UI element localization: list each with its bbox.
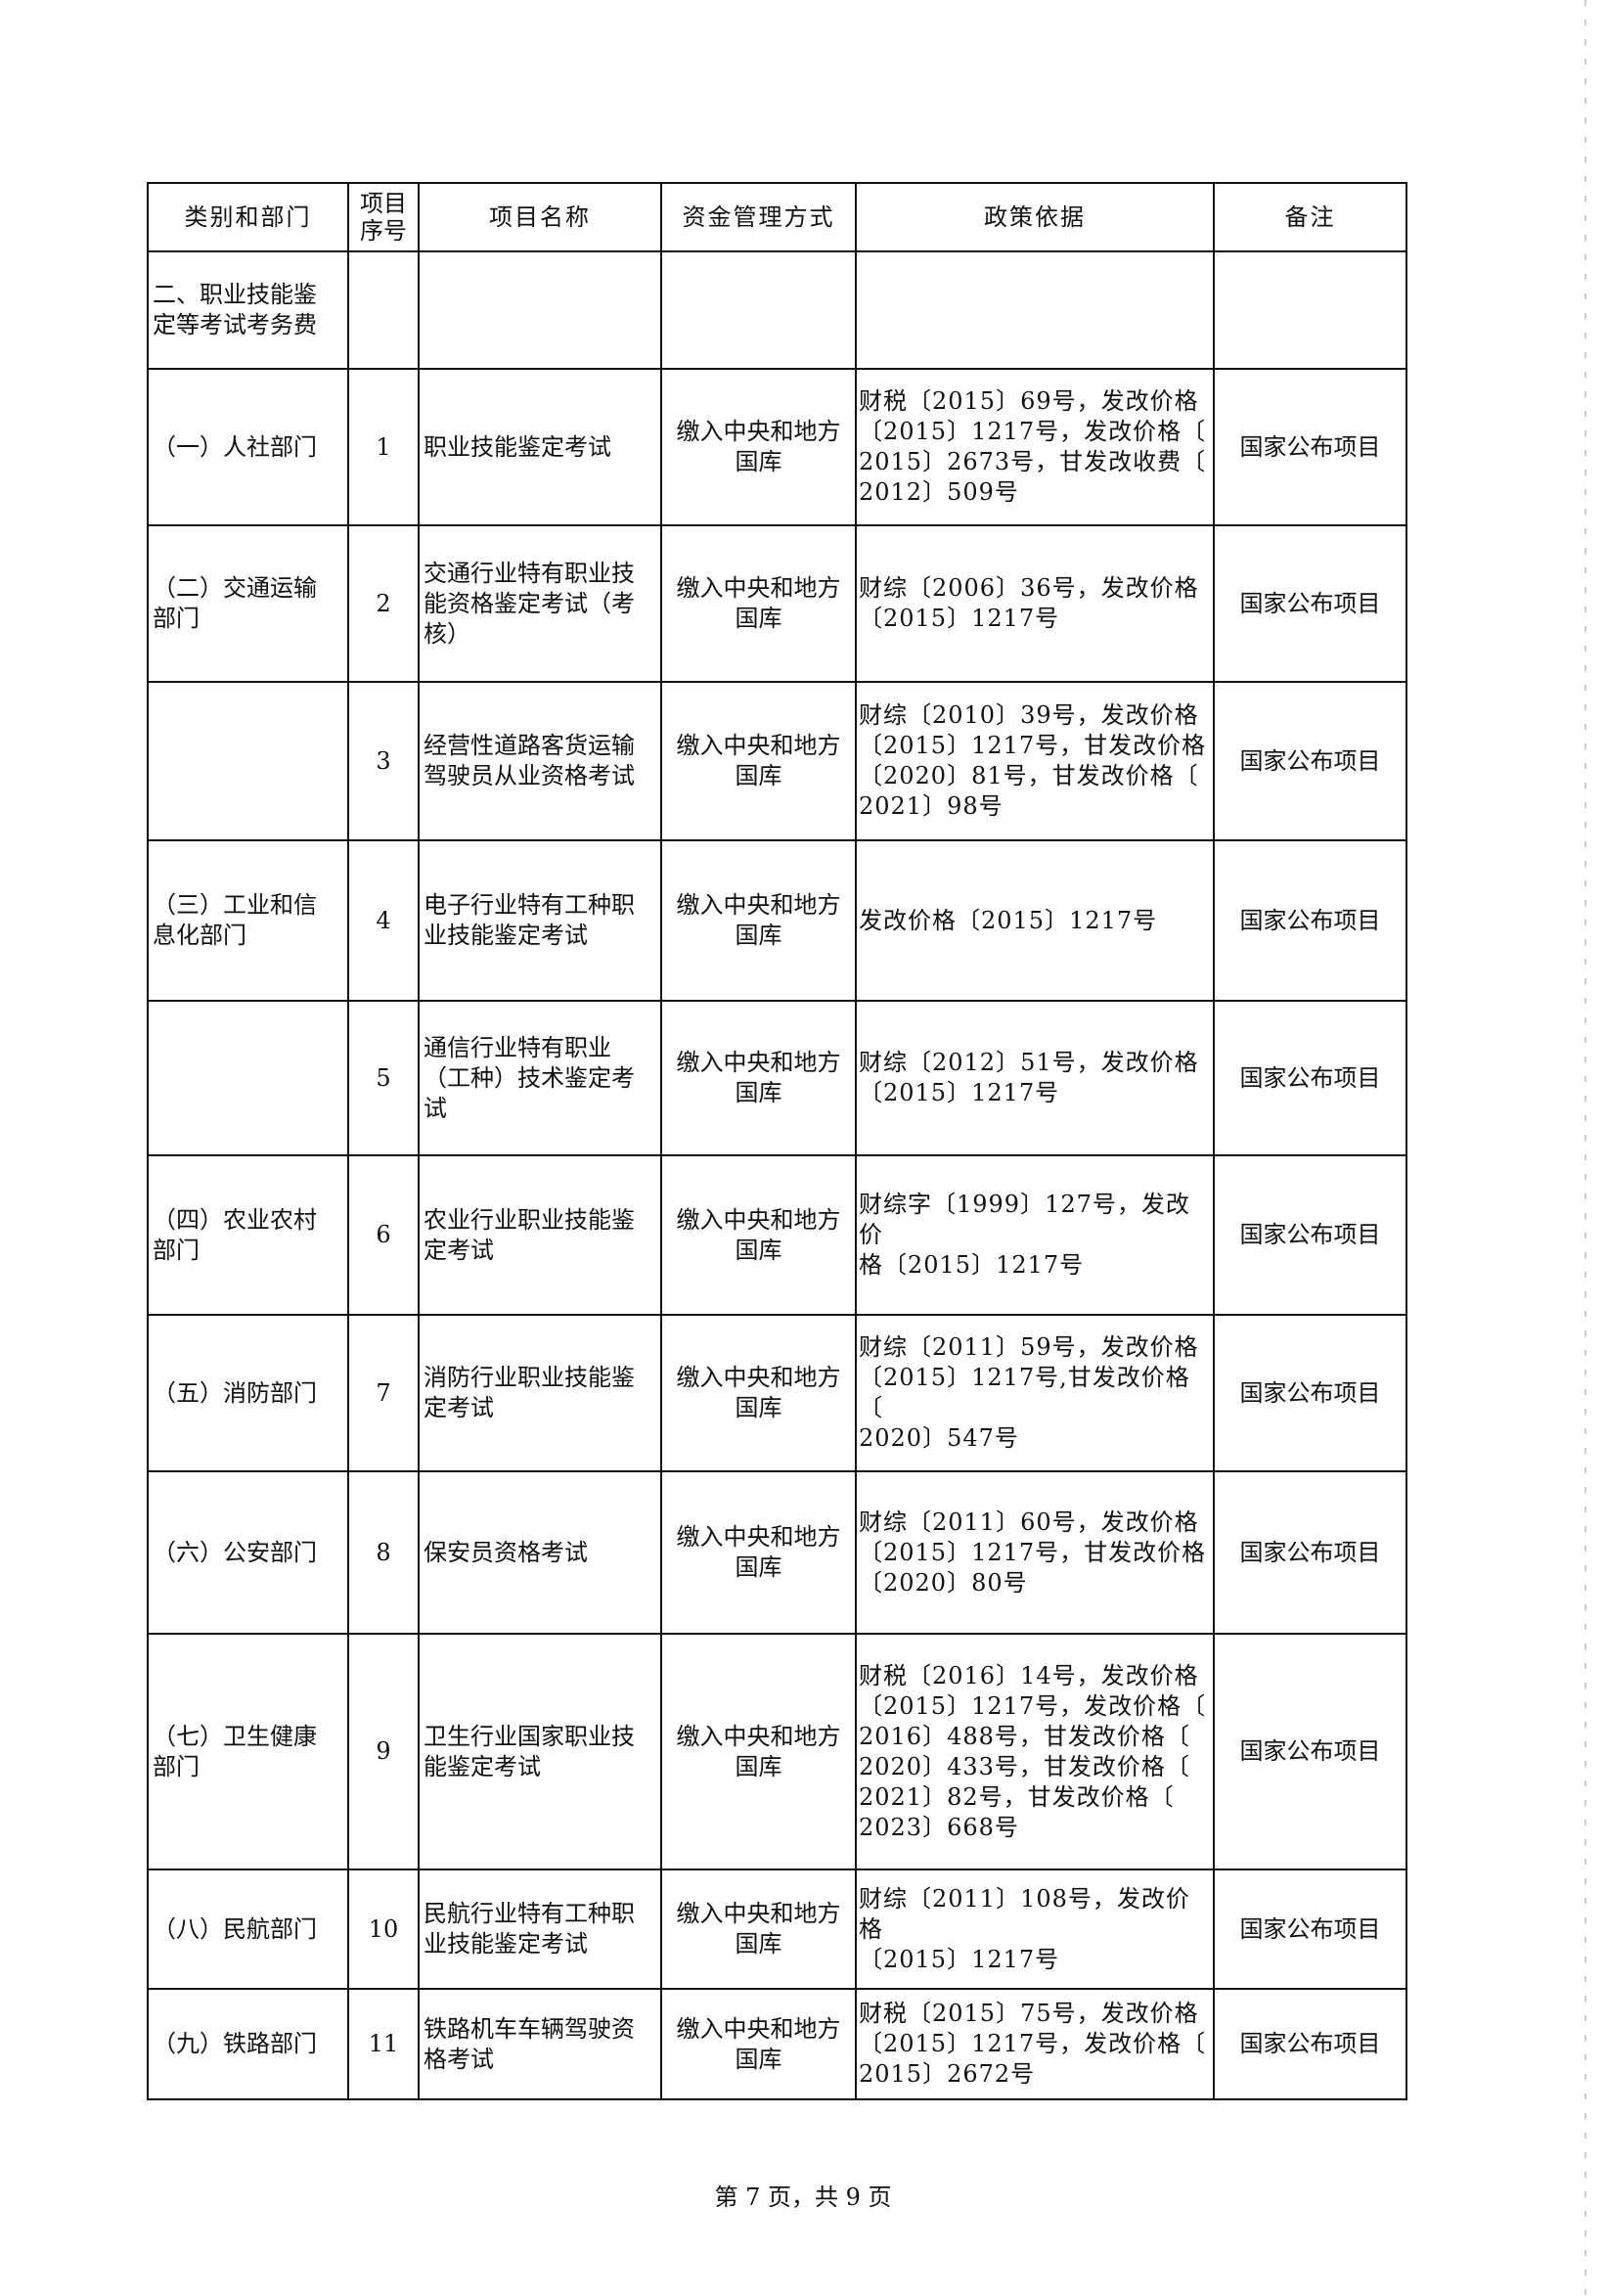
table-row: （一）人社部门 1 职业技能鉴定考试 缴入中央和地方 国库 财税〔2015〕69号，发改… xyxy=(147,368,1407,526)
empty-cell xyxy=(660,250,857,370)
note-cell: 国家公布项目 xyxy=(1213,1868,1407,1990)
number-cell: 4 xyxy=(347,839,420,1002)
name-cell: 消防行业职业技能鉴 定考试 xyxy=(418,1314,662,1472)
fund-cell: 缴入中央和地方 国库 xyxy=(660,1154,857,1316)
policy-cell: 财综〔2011〕60号，发改价格 〔2015〕1217号，甘发改价格 〔2020… xyxy=(855,1470,1215,1635)
table-row: （三）工业和信 息化部门 4 电子行业特有工种职 业技能鉴定考试 缴入中央和地方 国库… xyxy=(147,839,1407,1002)
dept-cell: （三）工业和信 息化部门 xyxy=(147,839,349,1002)
dept-cell: （七）卫生健康 部门 xyxy=(147,1633,349,1870)
name-cell: 农业行业职业技能鉴 定考试 xyxy=(418,1154,662,1316)
table-row: 5 通信行业特有职业 （工种）技术鉴定考 试缴入中央和地方 国库 财综〔2012〕5… xyxy=(147,1000,1407,1156)
header-name: 项目名称 xyxy=(418,182,662,252)
header-fund: 资金管理方式 xyxy=(660,182,857,252)
policy-cell: 财综〔2011〕108号，发改价格 〔2015〕1217号 xyxy=(855,1868,1215,1990)
dept-cell: （八）民航部门 xyxy=(147,1868,349,1990)
fund-cell: 缴入中央和地方 国库 xyxy=(660,1000,857,1156)
number-cell: 2 xyxy=(347,524,420,683)
policy-cell: 发改价格〔2015〕1217号 xyxy=(855,839,1215,1002)
note-cell: 国家公布项目 xyxy=(1213,1314,1407,1472)
dept-cell: （六）公安部门 xyxy=(147,1470,349,1635)
number-cell: 3 xyxy=(347,681,420,841)
fund-cell: 缴入中央和地方 国库 xyxy=(660,681,857,841)
header-note: 备注 xyxy=(1213,182,1407,252)
note-cell: 国家公布项目 xyxy=(1213,368,1407,526)
fund-cell: 缴入中央和地方 国库 xyxy=(660,1633,857,1870)
table-row: （五）消防部门 7 消防行业职业技能鉴 定考试 缴入中央和地方 国库 财综〔2011〕5… xyxy=(147,1314,1407,1472)
fund-cell: 缴入中央和地方 国库 xyxy=(660,524,857,683)
empty-cell xyxy=(1213,250,1407,370)
note-cell: 国家公布项目 xyxy=(1213,1633,1407,1870)
number-cell: 5 xyxy=(347,1000,420,1156)
page-number: 第 7 页，共 9 页 xyxy=(714,2183,892,2211)
policy-cell: 财综〔2010〕39号，发改价格 〔2015〕1217号，甘发改价格 〔2020… xyxy=(855,681,1215,841)
scan-edge xyxy=(1584,0,1586,2296)
policy-cell: 财税〔2015〕69号，发改价格 〔2015〕1217号，发改价格〔 2015〕… xyxy=(855,368,1215,526)
name-cell: 电子行业特有工种职 业技能鉴定考试 xyxy=(418,839,662,1002)
note-cell: 国家公布项目 xyxy=(1213,1988,1407,2100)
note-cell: 国家公布项目 xyxy=(1213,1000,1407,1156)
table-row: （四）农业农村 部门 6 农业行业职业技能鉴 定考试 缴入中央和地方 国库 财综字〔19… xyxy=(147,1154,1407,1316)
policy-cell: 财综〔2011〕59号，发改价格 〔2015〕1217号,甘发改价格〔 2020… xyxy=(855,1314,1215,1472)
policy-cell: 财综〔2012〕51号，发改价格 〔2015〕1217号 xyxy=(855,1000,1215,1156)
header-row: 类别和部门 项目 序号 项目名称 资金管理方式 政策依据 备注 xyxy=(147,182,1407,252)
dept-cell: （四）农业农村 部门 xyxy=(147,1154,349,1316)
number-cell: 8 xyxy=(347,1470,420,1635)
fee-table: 类别和部门 项目 序号 项目名称 资金管理方式 政策依据 备注 二、职业技能鉴 … xyxy=(147,182,1407,2100)
header-category: 类别和部门 xyxy=(147,182,349,252)
name-cell: 经营性道路客货运输 驾驶员从业资格考试 xyxy=(418,681,662,841)
table-row: （八）民航部门 10 民航行业特有工种职 业技能鉴定考试 缴入中央和地方 国库 财综〔2… xyxy=(147,1868,1407,1990)
note-cell: 国家公布项目 xyxy=(1213,1154,1407,1316)
name-cell: 铁路机车车辆驾驶资 格考试 xyxy=(418,1988,662,2100)
table-row: （六）公安部门 8 保安员资格考试 缴入中央和地方 国库 财综〔2011〕60号，发改价… xyxy=(147,1470,1407,1635)
name-cell: 民航行业特有工种职 业技能鉴定考试 xyxy=(418,1868,662,1990)
dept-cell: （二）交通运输 部门 xyxy=(147,524,349,683)
section-title: 二、职业技能鉴 定等考试考务费 xyxy=(147,250,349,370)
number-cell: 11 xyxy=(347,1988,420,2100)
policy-cell: 财税〔2015〕75号，发改价格 〔2015〕1217号，发改价格〔 2015〕… xyxy=(855,1988,1215,2100)
table-row: （七）卫生健康 部门 9 卫生行业国家职业技 能鉴定考试 缴入中央和地方 国库 财税〔2… xyxy=(147,1633,1407,1870)
name-cell: 卫生行业国家职业技 能鉴定考试 xyxy=(418,1633,662,1870)
dept-cell: （一）人社部门 xyxy=(147,368,349,526)
number-cell: 10 xyxy=(347,1868,420,1990)
policy-cell: 财综字〔1999〕127号，发改价 格〔2015〕1217号 xyxy=(855,1154,1215,1316)
dept-cell: （五）消防部门 xyxy=(147,1314,349,1472)
name-cell: 保安员资格考试 xyxy=(418,1470,662,1635)
number-cell: 9 xyxy=(347,1633,420,1870)
dept-cell xyxy=(147,1000,349,1156)
fund-cell: 缴入中央和地方 国库 xyxy=(660,1314,857,1472)
note-cell: 国家公布项目 xyxy=(1213,839,1407,1002)
fund-cell: 缴入中央和地方 国库 xyxy=(660,1868,857,1990)
note-cell: 国家公布项目 xyxy=(1213,681,1407,841)
number-cell: 6 xyxy=(347,1154,420,1316)
name-cell: 职业技能鉴定考试 xyxy=(418,368,662,526)
note-cell: 国家公布项目 xyxy=(1213,1470,1407,1635)
section-row: 二、职业技能鉴 定等考试考务费 xyxy=(147,250,1407,370)
fund-cell: 缴入中央和地方 国库 xyxy=(660,1470,857,1635)
table-row: （二）交通运输 部门 2 交通行业特有职业技 能资格鉴定考试（考 核） 缴入中央和地方… xyxy=(147,524,1407,683)
note-cell: 国家公布项目 xyxy=(1213,524,1407,683)
policy-cell: 财综〔2006〕36号，发改价格 〔2015〕1217号 xyxy=(855,524,1215,683)
name-cell: 交通行业特有职业技 能资格鉴定考试（考 核） xyxy=(418,524,662,683)
fund-cell: 缴入中央和地方 国库 xyxy=(660,368,857,526)
table-row: （九）铁路部门 11 铁路机车车辆驾驶资 格考试 缴入中央和地方 国库 财税〔2015〕… xyxy=(147,1988,1407,2100)
name-cell: 通信行业特有职业 （工种）技术鉴定考 试 xyxy=(418,1000,662,1156)
fund-cell: 缴入中央和地方 国库 xyxy=(660,1988,857,2100)
fund-cell: 缴入中央和地方 国库 xyxy=(660,839,857,1002)
number-cell: 1 xyxy=(347,368,420,526)
empty-cell xyxy=(855,250,1215,370)
empty-cell xyxy=(418,250,662,370)
dept-cell: （九）铁路部门 xyxy=(147,1988,349,2100)
header-policy: 政策依据 xyxy=(855,182,1215,252)
empty-cell xyxy=(347,250,420,370)
table-row: 3 经营性道路客货运输 驾驶员从业资格考试 缴入中央和地方 国库 财综〔2010〕39… xyxy=(147,681,1407,841)
policy-cell: 财税〔2016〕14号，发改价格 〔2015〕1217号，发改价格〔 2016〕… xyxy=(855,1633,1215,1870)
number-cell: 7 xyxy=(347,1314,420,1472)
dept-cell xyxy=(147,681,349,841)
header-number: 项目 序号 xyxy=(347,182,420,252)
